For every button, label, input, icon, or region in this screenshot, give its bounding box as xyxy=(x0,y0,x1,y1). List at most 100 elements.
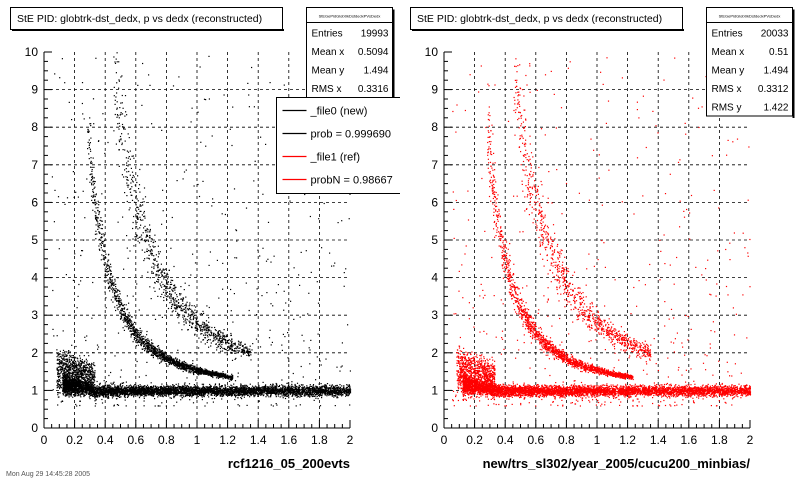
data-point xyxy=(242,386,244,388)
data-point xyxy=(93,387,95,389)
data-point xyxy=(255,388,257,391)
data-point xyxy=(337,386,339,388)
data-point xyxy=(135,388,137,390)
data-point xyxy=(285,393,287,395)
data-point xyxy=(96,385,98,387)
data-point xyxy=(224,385,226,387)
data-point xyxy=(115,393,117,395)
data-point xyxy=(64,389,66,391)
data-point xyxy=(316,390,318,392)
data-point xyxy=(318,394,321,396)
data-point xyxy=(264,388,266,390)
data-point xyxy=(299,391,301,393)
data-point xyxy=(158,389,160,391)
data-point xyxy=(98,391,100,393)
data-point xyxy=(230,395,233,397)
data-point xyxy=(278,391,280,393)
data-point xyxy=(245,394,247,396)
data-point xyxy=(221,393,223,395)
data-point xyxy=(265,396,267,398)
data-point xyxy=(233,394,235,396)
data-point xyxy=(160,387,162,389)
data-point xyxy=(137,384,139,387)
data-point xyxy=(271,390,273,392)
data-point xyxy=(258,391,260,393)
data-point xyxy=(219,395,222,397)
data-point xyxy=(243,386,246,388)
data-point xyxy=(209,386,212,389)
data-point xyxy=(87,392,89,394)
data-point xyxy=(239,387,241,389)
data-point xyxy=(101,386,103,388)
data-point xyxy=(294,385,297,387)
data-point xyxy=(82,388,84,390)
data-point xyxy=(163,390,165,392)
data-point xyxy=(158,394,160,397)
data-point xyxy=(151,392,153,394)
data-point xyxy=(191,395,193,397)
data-point xyxy=(277,395,279,397)
data-point xyxy=(137,391,139,393)
data-point xyxy=(332,390,334,392)
data-point xyxy=(86,390,88,392)
data-point xyxy=(174,392,176,394)
data-point xyxy=(125,388,127,390)
data-point xyxy=(273,386,275,388)
data-point xyxy=(194,389,197,391)
data-point xyxy=(323,385,325,387)
data-point xyxy=(210,389,213,392)
data-point xyxy=(291,385,294,387)
data-point xyxy=(178,388,180,390)
data-point xyxy=(301,395,303,397)
data-point xyxy=(105,393,107,395)
data-point xyxy=(198,387,200,389)
data-point xyxy=(76,384,78,386)
data-point xyxy=(285,389,287,391)
data-point xyxy=(337,397,339,399)
data-point xyxy=(184,392,186,395)
data-point xyxy=(252,393,254,395)
data-point xyxy=(253,396,255,398)
data-point xyxy=(236,389,238,391)
data-point xyxy=(249,392,251,394)
data-point xyxy=(189,392,191,394)
data-point xyxy=(250,393,252,395)
data-point xyxy=(143,394,145,396)
data-point xyxy=(227,395,229,397)
data-point xyxy=(94,400,96,402)
data-point xyxy=(249,394,252,396)
data-point xyxy=(208,390,211,392)
data-point xyxy=(288,390,290,393)
data-point xyxy=(340,390,342,392)
data-point xyxy=(231,388,234,390)
data-point xyxy=(295,386,297,388)
data-point xyxy=(285,391,287,393)
data-point xyxy=(131,394,133,396)
data-point xyxy=(245,389,247,391)
data-point xyxy=(247,393,249,395)
data-point xyxy=(205,391,208,393)
data-point xyxy=(191,390,193,392)
data-point xyxy=(134,390,136,392)
data-point xyxy=(102,385,104,387)
data-point xyxy=(319,393,322,395)
data-point xyxy=(126,386,128,388)
data-point xyxy=(153,386,155,388)
data-point xyxy=(99,394,101,396)
data-point xyxy=(178,387,180,389)
data-point xyxy=(111,387,113,389)
data-point xyxy=(313,399,315,401)
data-point xyxy=(243,385,245,387)
data-point xyxy=(317,398,319,400)
data-point xyxy=(224,384,226,386)
data-point xyxy=(106,385,108,387)
data-point xyxy=(157,393,160,395)
data-point xyxy=(132,392,134,394)
data-point xyxy=(201,393,203,395)
data-point xyxy=(158,392,160,394)
data-point xyxy=(90,394,92,397)
data-point xyxy=(69,388,71,390)
data-point xyxy=(158,388,160,390)
data-point xyxy=(99,382,101,384)
data-point xyxy=(252,390,254,392)
